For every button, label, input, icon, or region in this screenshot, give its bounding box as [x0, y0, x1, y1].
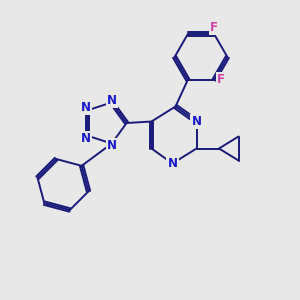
Text: N: N [191, 115, 202, 128]
Text: N: N [107, 94, 117, 106]
Text: N: N [81, 132, 91, 145]
Text: N: N [107, 140, 117, 152]
Text: N: N [167, 157, 178, 170]
Text: F: F [210, 21, 218, 34]
Text: N: N [81, 101, 91, 114]
Text: F: F [217, 74, 225, 86]
